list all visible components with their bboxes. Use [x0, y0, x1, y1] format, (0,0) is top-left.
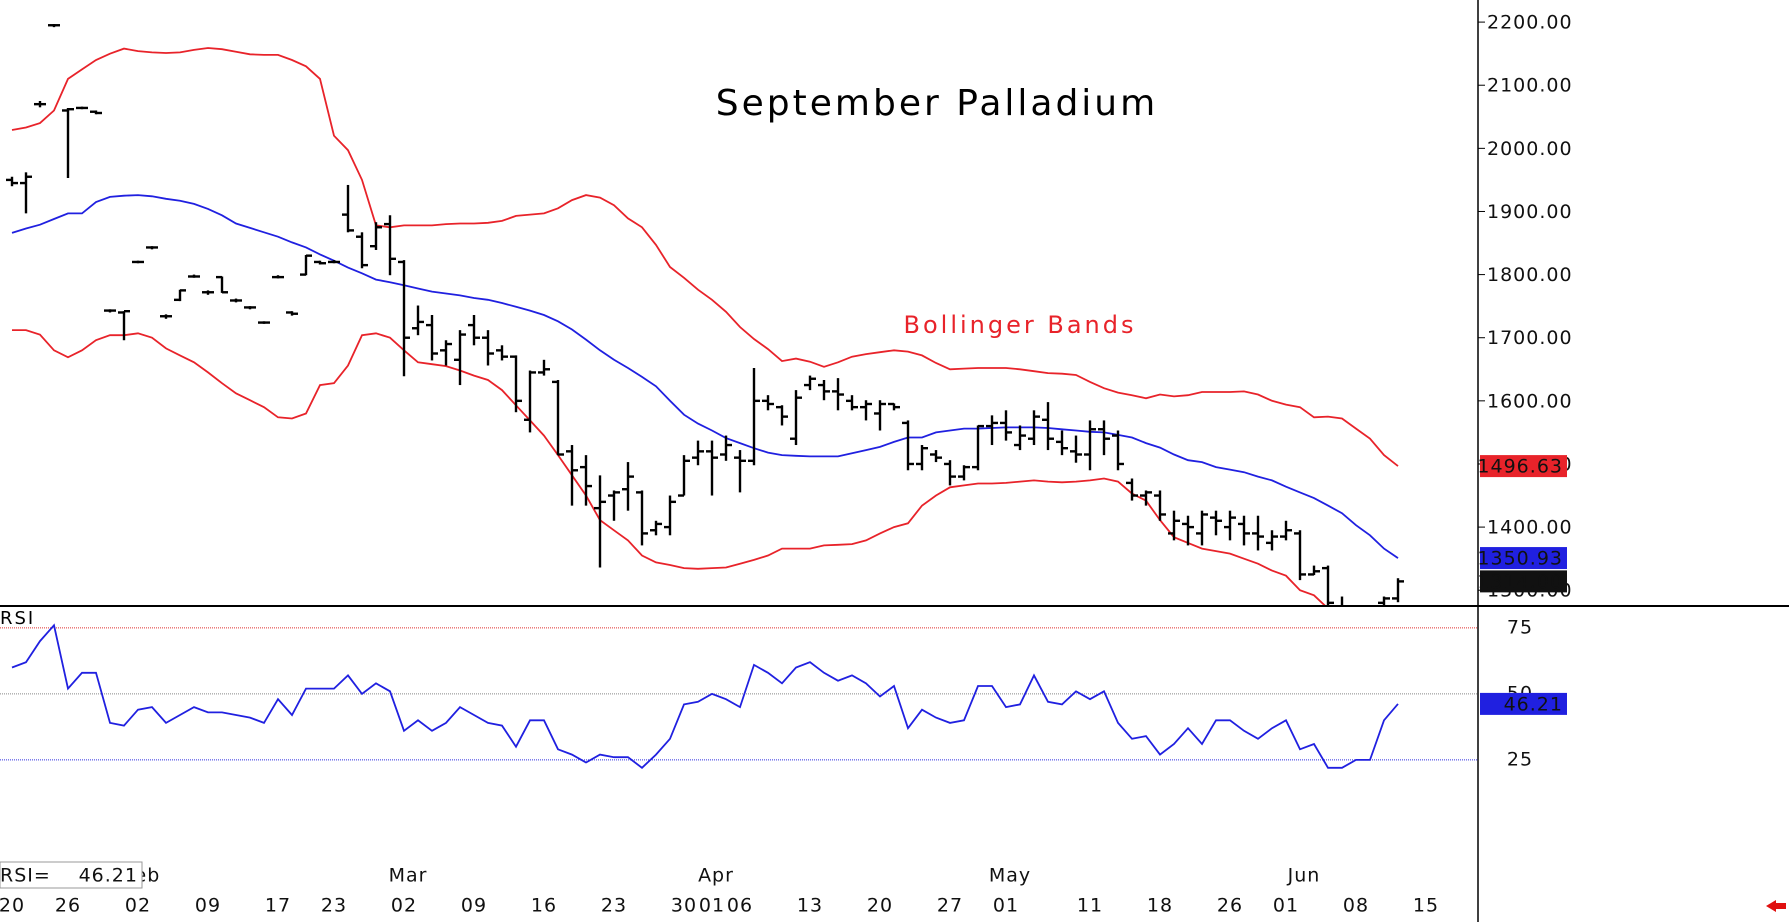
- x-tick-label: 15: [1413, 895, 1439, 917]
- bollinger-band: [11, 194, 1399, 559]
- x-tick-label: 06: [727, 895, 753, 917]
- x-tick-label: 23: [321, 895, 347, 917]
- y-tick-label: 25: [1507, 748, 1533, 770]
- x-month-label: Jun: [1287, 865, 1321, 887]
- x-tick-label: 09: [461, 895, 487, 917]
- x-tick-label: 02: [125, 895, 151, 917]
- y-tick-label: 2200.00: [1487, 12, 1573, 34]
- x-tick-label: 26: [55, 895, 81, 917]
- x-tick-label: 08: [1343, 895, 1369, 917]
- value-tag: [1480, 455, 1567, 478]
- x-tick-label: 09: [195, 895, 221, 917]
- rsi-title: RSI: [0, 608, 35, 629]
- x-tick-label: 20: [0, 895, 25, 917]
- y-tick-label: 1800.00: [1487, 264, 1573, 286]
- bollinger-band: [12, 329, 1327, 606]
- y-tick-label: 2000.00: [1487, 138, 1573, 160]
- y-tick-label: 1600.00: [1487, 390, 1573, 412]
- x-tick-label: 23: [601, 895, 627, 917]
- value-tag: [1480, 570, 1567, 593]
- value-tag-label: 1314.00: [1477, 571, 1563, 593]
- axes: 1300.001400.001500.001600.001700.001800.…: [0, 12, 1573, 917]
- x-tick-label: 18: [1147, 895, 1173, 917]
- value-tag: [1480, 547, 1567, 570]
- x-month-label: Apr: [698, 865, 734, 887]
- x-tick-label: 11: [1077, 895, 1103, 917]
- legend-value: 46.21: [79, 865, 138, 887]
- x-tick-label: 01: [699, 895, 725, 917]
- value-tag-label: 1496.63: [1477, 456, 1563, 478]
- value-tag: [1480, 692, 1567, 715]
- annotation: Bollinger Bands: [904, 311, 1137, 339]
- rsi-panel: [0, 623, 1478, 769]
- x-tick-label: 27: [937, 895, 963, 917]
- x-tick-label: 16: [531, 895, 557, 917]
- x-month-label: Mar: [389, 865, 428, 887]
- chart-title: September Palladium: [716, 83, 1158, 124]
- y-tick-label: 75: [1507, 616, 1533, 638]
- x-tick-label: 26: [1217, 895, 1243, 917]
- x-tick-label: 30: [671, 895, 697, 917]
- value-tag-label: 46.21: [1504, 693, 1563, 715]
- x-tick-label: 01: [1273, 895, 1299, 917]
- legend-box: [0, 861, 143, 889]
- x-tick-label: 17: [265, 895, 291, 917]
- y-tick-label: 2100.00: [1487, 75, 1573, 97]
- legend-label: RSI=: [0, 865, 51, 887]
- x-month-label: May: [989, 865, 1031, 887]
- price-panel: [6, 23, 1404, 606]
- x-tick-label: 20: [867, 895, 893, 917]
- y-tick-label: 1900.00: [1487, 201, 1573, 223]
- scroll-arrow[interactable]: [1766, 900, 1786, 912]
- bollinger-band: [11, 47, 1399, 467]
- y-tick-label: 1400.00: [1487, 517, 1573, 539]
- x-tick-label: 02: [391, 895, 417, 917]
- x-tick-label: 13: [797, 895, 823, 917]
- value-tag-label: 1350.93: [1477, 548, 1563, 570]
- rsi-line: [11, 623, 1399, 769]
- y-tick-label: 1700.00: [1487, 327, 1573, 349]
- x-tick-label: 01: [993, 895, 1019, 917]
